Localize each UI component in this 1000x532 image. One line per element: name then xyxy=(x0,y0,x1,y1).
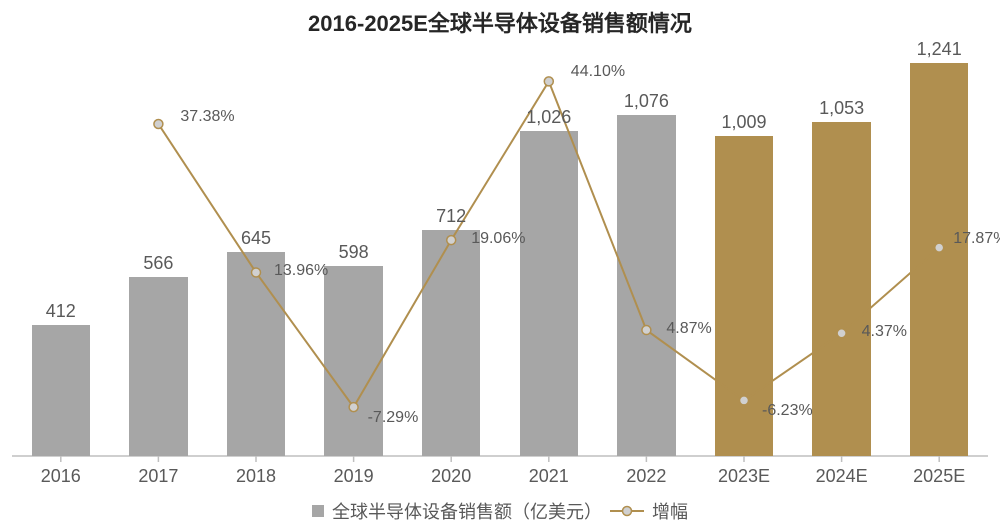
bar-value-label: 412 xyxy=(12,301,110,322)
bar-value-label: 598 xyxy=(305,242,403,263)
bar xyxy=(227,252,286,456)
bar-value-label: 1,053 xyxy=(793,98,891,119)
bar xyxy=(617,115,676,456)
bar-value-label: 712 xyxy=(402,206,500,227)
bar-value-label: 645 xyxy=(207,228,305,249)
x-category-label: 2025E xyxy=(890,466,988,487)
chart-root: 2016-2025E全球半导体设备销售额情况 412 566 645598 712 1,… xyxy=(0,0,1000,532)
x-category-label: 2017 xyxy=(110,466,208,487)
bar xyxy=(520,131,579,456)
plot-area: 4125666455987121,0261,0761,0091,0531,241… xyxy=(12,44,988,456)
x-category-label: 2021 xyxy=(500,466,598,487)
x-category-label: 2024E xyxy=(793,466,891,487)
bar xyxy=(812,122,871,456)
growth-value-label: 37.38% xyxy=(180,108,234,126)
growth-marker xyxy=(154,119,163,128)
growth-value-label: 13.96% xyxy=(274,262,328,280)
legend: 全球半导体设备销售额（亿美元） 增幅 xyxy=(312,498,688,524)
legend-swatch-bar xyxy=(312,505,324,517)
growth-value-label: 4.37% xyxy=(862,323,907,341)
legend-swatch-line xyxy=(610,504,644,518)
growth-value-label: 17.87% xyxy=(953,230,1000,248)
bar xyxy=(422,230,481,456)
x-category-label: 2022 xyxy=(598,466,696,487)
bar-value-label: 1,026 xyxy=(500,107,598,128)
x-category-label: 2020 xyxy=(402,466,500,487)
chart-title: 2016-2025E全球半导体设备销售额情况 xyxy=(0,6,1000,38)
legend-label: 增幅 xyxy=(652,498,688,524)
x-category-label: 2023E xyxy=(695,466,793,487)
growth-value-label: 19.06% xyxy=(471,230,525,248)
bar-value-label: 1,076 xyxy=(598,91,696,112)
bar xyxy=(129,277,188,456)
growth-value-label: 44.10% xyxy=(571,63,625,81)
x-category-label: 2019 xyxy=(305,466,403,487)
bar-value-label: 566 xyxy=(110,253,208,274)
bar xyxy=(324,266,383,456)
bar xyxy=(910,63,969,456)
growth-value-label: -7.29% xyxy=(368,409,419,427)
bar-value-label: 1,009 xyxy=(695,112,793,133)
growth-value-label: 4.87% xyxy=(666,320,711,338)
legend-label: 全球半导体设备销售额（亿美元） xyxy=(332,498,602,524)
growth-value-label: -6.23% xyxy=(762,402,813,420)
bar-value-label: 1,241 xyxy=(890,39,988,60)
growth-marker xyxy=(544,77,553,86)
bar xyxy=(32,325,91,456)
x-category-label: 2016 xyxy=(12,466,110,487)
x-category-label: 2018 xyxy=(207,466,305,487)
